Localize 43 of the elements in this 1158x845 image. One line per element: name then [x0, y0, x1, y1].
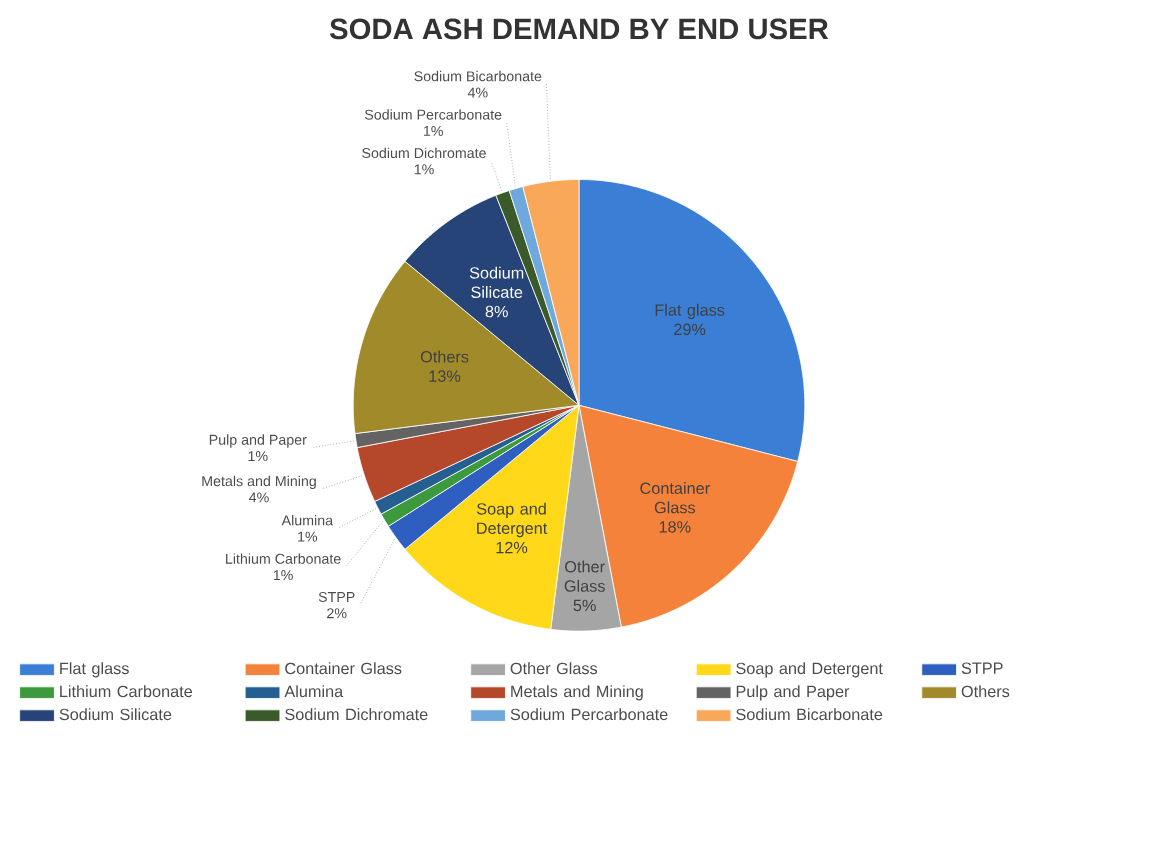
- legend-label: Pulp and Paper: [736, 685, 850, 701]
- legend-label: Sodium Bicarbonate: [736, 708, 883, 721]
- data-label: 4%: [249, 492, 269, 503]
- legend-label: Container Glass: [285, 662, 402, 675]
- slice-label: Metals and Mining: [202, 475, 316, 489]
- data-label: 18%: [659, 521, 691, 533]
- legend-label: Sodium Dichromate: [285, 708, 428, 721]
- slice-label: Sodium Silicate: [469, 266, 524, 298]
- slice-label: Flat glass: [655, 303, 725, 319]
- slice-label: Sodium Dichromate: [362, 147, 486, 158]
- data-label: 5%: [573, 599, 596, 612]
- slice-label: Sodium Bicarbonate: [414, 70, 542, 82]
- legend-label: Flat glass: [60, 662, 129, 678]
- data-label: 1%: [423, 125, 443, 136]
- slice-label: Others: [420, 350, 469, 363]
- slice-label: Other Glass: [564, 560, 605, 592]
- slice-label: Sodium Percarbonate: [364, 109, 502, 120]
- data-label: 2%: [327, 608, 347, 619]
- data-label: 12%: [496, 541, 528, 554]
- slice-label: Soap and Detergent: [476, 502, 548, 538]
- data-label: 4%: [467, 87, 488, 98]
- legend-label: Sodium Percarbonate: [510, 708, 668, 721]
- legend-label: Alumina: [284, 685, 344, 698]
- data-label: 29%: [674, 323, 706, 335]
- legend-label: Sodium Silicate: [59, 708, 172, 721]
- slice-label: Lithium Carbonate: [226, 553, 341, 564]
- legend-label: Soap and Detergent: [736, 662, 883, 678]
- data-label: 8%: [485, 305, 508, 318]
- data-label: 1%: [298, 531, 318, 542]
- data-label: 13%: [429, 370, 461, 382]
- legend-label: Others: [961, 685, 1010, 698]
- legend-label: Other Glass: [510, 662, 598, 675]
- data-label: 1%: [273, 569, 293, 580]
- chart-title: SODA ASH DEMAND BY END USER: [329, 18, 829, 40]
- data-label: 1%: [248, 450, 268, 461]
- legend-label: Metals and Mining: [511, 685, 643, 701]
- legend-label: Lithium Carbonate: [60, 685, 193, 698]
- slice-label: STPP: [318, 591, 355, 602]
- data-label: 1%: [414, 164, 434, 175]
- slice-label: Pulp and Paper: [209, 434, 307, 448]
- legend-label: STPP: [961, 662, 1003, 674]
- slice-label: Alumina: [281, 514, 334, 526]
- slice-label: Container Glass: [640, 481, 710, 514]
